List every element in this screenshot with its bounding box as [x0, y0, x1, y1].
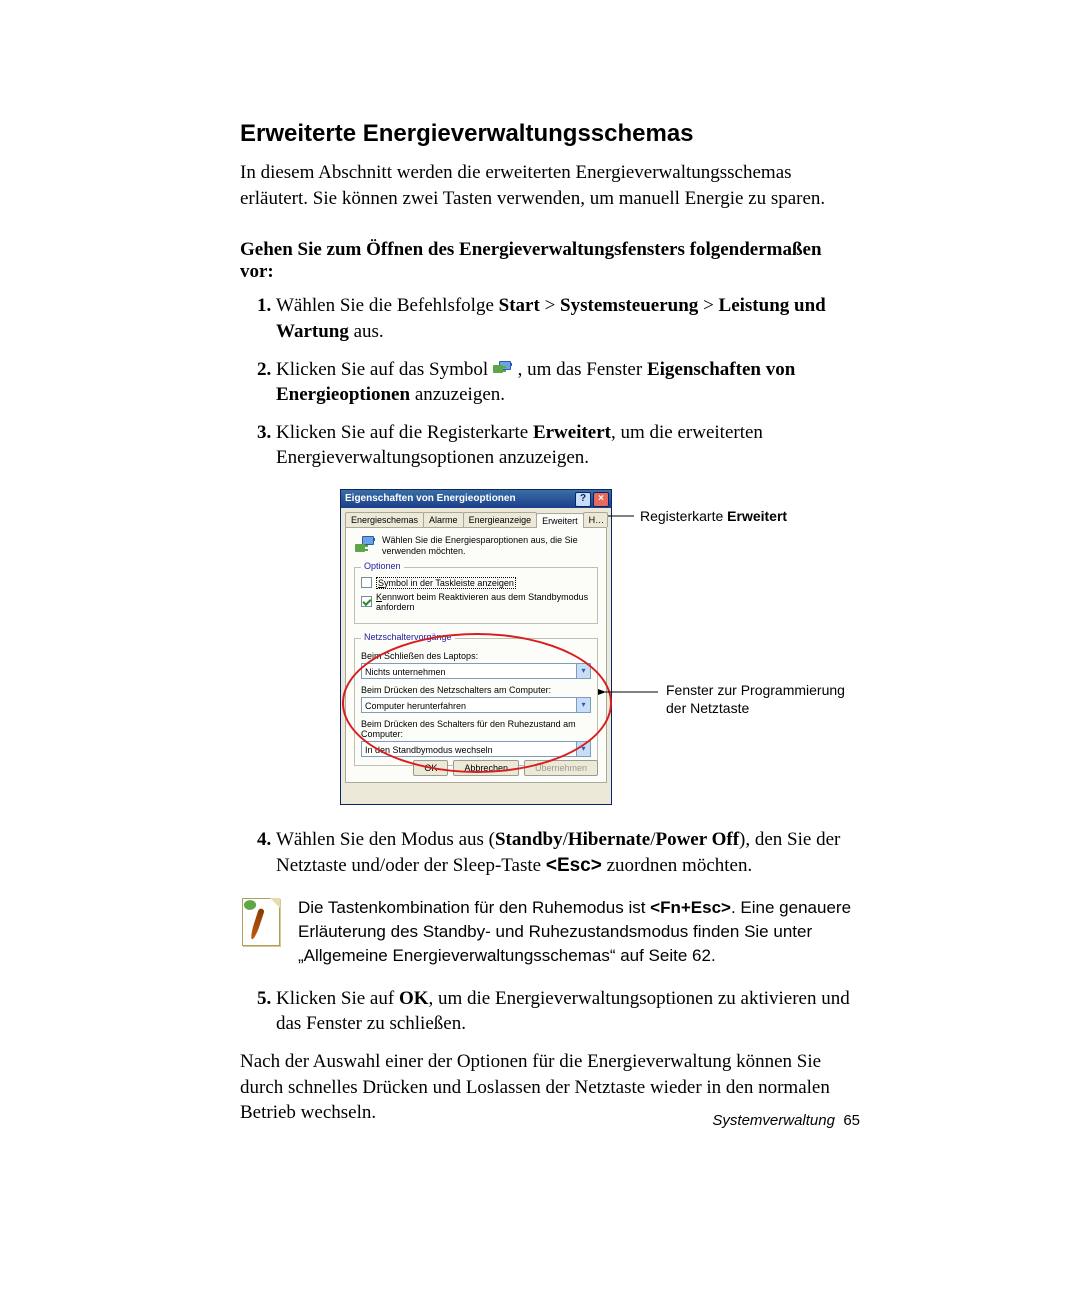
power-options-icon [493, 361, 513, 377]
groupbox-options: Optionen Symbol in der Taskleiste anzeig… [354, 567, 598, 624]
footer-page-number: 65 [843, 1112, 860, 1129]
checkbox-tray-icon-label: Symbol in der Taskleiste anzeigen [376, 577, 516, 589]
dialog-titlebar: Eigenschaften von Energieoptionen ? × [341, 490, 611, 508]
dialog-description: Wählen Sie die Energiesparoptionen aus, … [382, 534, 598, 557]
power-options-dialog: Eigenschaften von Energieoptionen ? × En… [340, 489, 612, 805]
note-box: Die Tastenkombination für den Ruhemodus … [240, 896, 860, 967]
footer-section: Systemverwaltung [712, 1112, 835, 1129]
groupbox-power-buttons-legend: Netzschaltervorgänge [361, 632, 455, 642]
apply-button[interactable]: Übernehmen [524, 760, 598, 776]
page-heading: Erweiterte Energieverwaltungsschemas [240, 120, 860, 148]
cancel-button[interactable]: Abbrechen [453, 760, 519, 776]
label-power-button: Beim Drücken des Netzschalters am Comput… [361, 685, 591, 695]
label-lid-close: Beim Schließen des Laptops: [361, 651, 591, 661]
step-2: Klicken Sie auf das Symbol , um das Fens… [276, 357, 860, 408]
tab-erweitert[interactable]: Erweitert [536, 513, 584, 528]
note-text: Die Tastenkombination für den Ruhemodus … [298, 896, 860, 967]
step-1-control-panel: Systemsteuerung [560, 295, 698, 316]
step-4: Wählen Sie den Modus aus (Standby/Hibern… [276, 827, 860, 878]
intro-paragraph: In diesem Abschnitt werden die erweitert… [240, 160, 860, 211]
label-sleep-button: Beim Drücken des Schalters für den Ruhez… [361, 719, 591, 739]
titlebar-close-button[interactable]: × [593, 492, 609, 507]
checkbox-require-password-label: Kennwort beim Reaktivieren aus dem Stand… [376, 592, 591, 612]
step-3-tab-name: Erweitert [533, 422, 611, 443]
step-1: Wählen Sie die Befehlsfolge Start > Syst… [276, 293, 860, 344]
dialog-power-icon [354, 534, 376, 556]
tab-energieschemas[interactable]: Energieschemas [345, 512, 424, 527]
chevron-down-icon: ▾ [576, 698, 590, 712]
step-4-key: <Esc> [546, 855, 602, 876]
step-1-text: Wählen Sie die Befehlsfolge [276, 295, 499, 316]
checkbox-tray-icon[interactable] [361, 577, 372, 588]
procedure-heading: Gehen Sie zum Öffnen des Energieverwaltu… [240, 239, 860, 283]
combo-sleep-button[interactable]: In den Standbymodus wechseln ▾ [361, 741, 591, 757]
step-5: Klicken Sie auf OK, um die Energieverwal… [276, 986, 860, 1037]
step-3: Klicken Sie auf die Registerkarte Erweit… [276, 420, 860, 471]
tab-overflow[interactable]: H… [583, 512, 608, 527]
note-key-combo: <Fn+Esc> [650, 898, 731, 917]
combo-lid-close-value: Nichts unternehmen [365, 667, 446, 677]
step-1-start: Start [499, 295, 540, 316]
dialog-tabs: Energieschemas Alarme Energieanzeige Erw… [341, 508, 611, 527]
groupbox-power-buttons: Netzschaltervorgänge Beim Schließen des … [354, 638, 598, 766]
chevron-down-icon: ▾ [576, 664, 590, 678]
combo-sleep-button-value: In den Standbymodus wechseln [365, 745, 493, 755]
note-icon [240, 896, 284, 948]
tab-alarme[interactable]: Alarme [423, 512, 464, 527]
combo-lid-close[interactable]: Nichts unternehmen ▾ [361, 663, 591, 679]
ok-button[interactable]: OK [413, 760, 448, 776]
callout-power-button-area: Fenster zur Programmierung der Netztaste [666, 681, 856, 717]
combo-power-button[interactable]: Computer herunterfahren ▾ [361, 697, 591, 713]
tab-energieanzeige[interactable]: Energieanzeige [463, 512, 538, 527]
page-footer: Systemverwaltung 65 [712, 1112, 860, 1129]
combo-power-button-value: Computer herunterfahren [365, 701, 466, 711]
chevron-down-icon: ▾ [576, 742, 590, 756]
titlebar-help-button[interactable]: ? [575, 492, 591, 507]
dialog-title-text: Eigenschaften von Energieoptionen [345, 493, 516, 504]
tab-panel-erweitert: Wählen Sie die Energiesparoptionen aus, … [345, 527, 607, 783]
checkbox-require-password[interactable] [361, 596, 372, 607]
groupbox-options-legend: Optionen [361, 561, 404, 571]
callout-tab-label: Registerkarte Erweitert [640, 508, 787, 524]
screenshot-figure: Eigenschaften von Energieoptionen ? × En… [340, 489, 850, 805]
